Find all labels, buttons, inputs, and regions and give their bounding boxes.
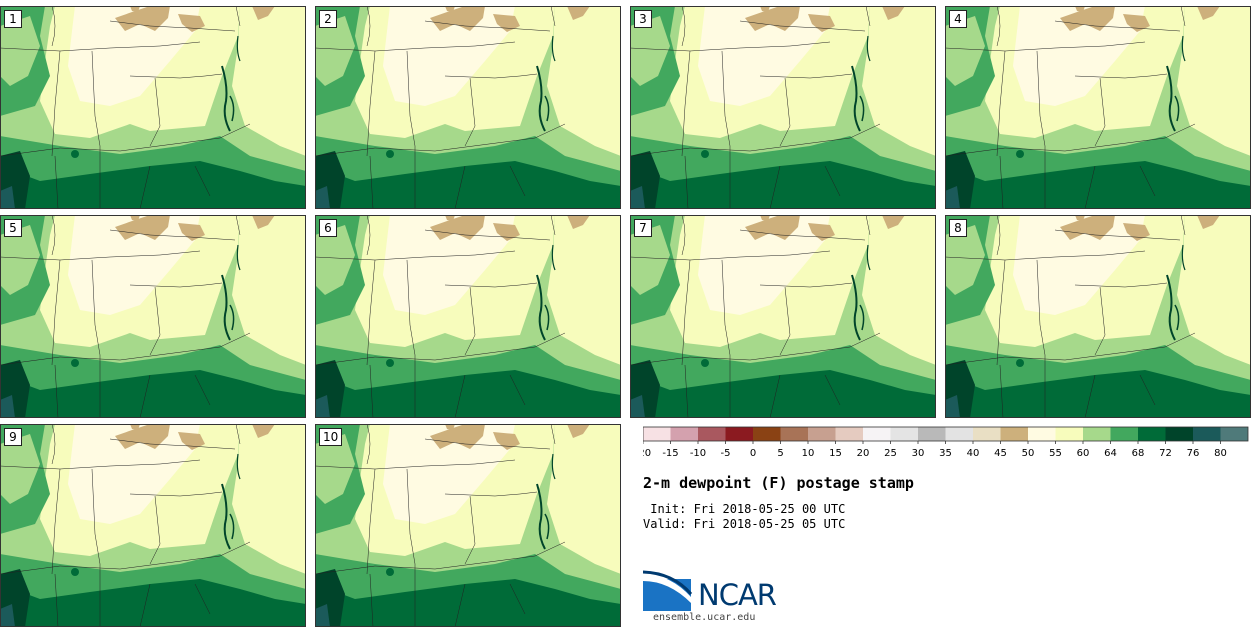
map-panel: 2 xyxy=(315,6,621,209)
dewpoint-map xyxy=(945,215,1251,418)
colorbar-tick-label: -15 xyxy=(662,448,678,459)
member-label: 9 xyxy=(4,428,22,446)
colorbar-swatch xyxy=(643,427,671,441)
colorbar-swatch xyxy=(1028,427,1056,441)
member-label: 3 xyxy=(634,10,652,28)
ncar-wordmark: NCAR xyxy=(698,578,777,612)
map-panel: 10 xyxy=(315,424,621,627)
chart-title: 2-m dewpoint (F) postage stamp xyxy=(643,474,914,492)
map-panel: 5 xyxy=(0,215,306,418)
colorbar-tick-label: 20 xyxy=(857,448,870,459)
member-label: 5 xyxy=(4,219,22,237)
dewpoint-map xyxy=(315,215,621,418)
colorbar-swatch xyxy=(1000,427,1028,441)
init-time: Init: Fri 2018-05-25 00 UTC xyxy=(643,502,846,516)
colorbar-tick-label: 68 xyxy=(1132,448,1145,459)
colorbar-swatch xyxy=(725,427,753,441)
dewpoint-map xyxy=(315,424,621,627)
member-label: 8 xyxy=(949,219,967,237)
colorbar-tick-label: 25 xyxy=(884,448,897,459)
colorbar-swatch xyxy=(1138,427,1166,441)
map-panel: 3 xyxy=(630,6,936,209)
ncar-logo-icon xyxy=(643,570,693,611)
colorbar-swatch xyxy=(780,427,808,441)
colorbar-swatch xyxy=(890,427,918,441)
map-panel: 7 xyxy=(630,215,936,418)
ncar-url: ensemble.ucar.edu xyxy=(653,612,756,623)
colorbar-tick-label: 60 xyxy=(1077,448,1090,459)
member-label: 2 xyxy=(319,10,337,28)
colorbar-tick-label: 64 xyxy=(1104,448,1117,459)
colorbar-tick-label: 35 xyxy=(939,448,952,459)
colorbar-tick-label: -10 xyxy=(690,448,706,459)
colorbar-swatch xyxy=(863,427,891,441)
map-panel: 1 xyxy=(0,6,306,209)
map-panel: 6 xyxy=(315,215,621,418)
colorbar-tick-label: 72 xyxy=(1159,448,1172,459)
colorbar-tick-label: 15 xyxy=(829,448,842,459)
map-panel: 4 xyxy=(945,6,1251,209)
colorbar-tick-label: 45 xyxy=(994,448,1007,459)
colorbar-tick-label: -5 xyxy=(721,448,731,459)
colorbar-swatch xyxy=(835,427,863,441)
colorbar-swatch xyxy=(808,427,836,441)
colorbar-tick-label: -20 xyxy=(643,448,651,459)
colorbar-swatch xyxy=(918,427,946,441)
colorbar-tick-label: 76 xyxy=(1187,448,1200,459)
colorbar-tick-label: 10 xyxy=(802,448,815,459)
dewpoint-map xyxy=(0,424,306,627)
colorbar-swatch xyxy=(1165,427,1193,441)
colorbar-swatch xyxy=(1083,427,1111,441)
colorbar-tick-label: 0 xyxy=(750,448,756,459)
colorbar-swatch xyxy=(973,427,1001,441)
colorbar-swatch xyxy=(1110,427,1138,441)
member-label: 7 xyxy=(634,219,652,237)
colorbar-tick-label: 5 xyxy=(777,448,783,459)
colorbar-swatch xyxy=(1193,427,1221,441)
dewpoint-map xyxy=(630,6,936,209)
valid-time: Valid: Fri 2018-05-25 05 UTC xyxy=(643,517,846,531)
dewpoint-map xyxy=(315,6,621,209)
dewpoint-map xyxy=(945,6,1251,209)
dewpoint-map xyxy=(0,215,306,418)
colorbar-tick-label: 55 xyxy=(1049,448,1062,459)
colorbar-swatch xyxy=(698,427,726,441)
dewpoint-map xyxy=(0,6,306,209)
colorbar-tick-label: 30 xyxy=(912,448,925,459)
colorbar-tick-label: 40 xyxy=(967,448,980,459)
colorbar-swatch xyxy=(1220,427,1248,441)
colorbar-swatch xyxy=(753,427,781,441)
dewpoint-map xyxy=(630,215,936,418)
member-label: 4 xyxy=(949,10,967,28)
member-label: 10 xyxy=(319,428,343,446)
colorbar-swatch xyxy=(945,427,973,441)
colorbar-tick-label: 50 xyxy=(1022,448,1035,459)
colorbar-tick-label: 80 xyxy=(1214,448,1227,459)
map-panel: 8 xyxy=(945,215,1251,418)
colorbar-swatch xyxy=(670,427,698,441)
colorbar: -20 -15 -10 -5 0 5 10 15 20 25 30 35 40 45 50 55 60 64 68 7… xyxy=(643,426,1249,459)
member-label: 1 xyxy=(4,10,22,28)
member-label: 6 xyxy=(319,219,337,237)
colorbar-swatch xyxy=(1055,427,1083,441)
map-panel: 9 xyxy=(0,424,306,627)
